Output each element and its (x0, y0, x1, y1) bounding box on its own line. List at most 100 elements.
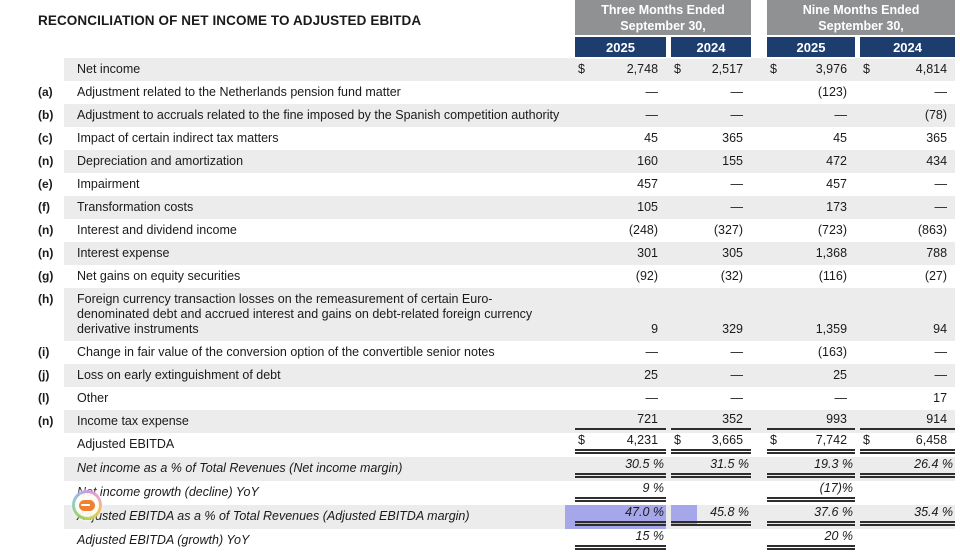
value-cell: 434 (860, 150, 956, 173)
column-gap (751, 0, 767, 36)
value-cell: 1,368 (767, 242, 856, 265)
value-text: 20 % (824, 529, 854, 543)
value-cell: 15 % (575, 529, 667, 553)
value-cell: $3,976 (767, 58, 856, 81)
value-text: 173 (826, 200, 848, 214)
value-text: 160 (637, 154, 659, 168)
value-text: 47.0 % (625, 505, 665, 519)
table-row: (n) Income tax expense 721 352 993 914 (38, 410, 956, 433)
value-cell: 1,359 (767, 288, 856, 341)
value-text: — (730, 177, 744, 191)
value-text: 105 (637, 200, 659, 214)
value-cell: — (767, 387, 855, 410)
value-text: (163) (817, 345, 848, 359)
table-row: (n) Interest and dividend income (248) (327… (38, 219, 955, 242)
value-text: 3,976 (815, 62, 848, 76)
dollar-sign: $ (674, 433, 681, 447)
footnote-ref (38, 58, 64, 81)
value-cell: 94 (860, 288, 956, 341)
table-row: (n) Depreciation and amortization 160 155 47… (38, 150, 956, 173)
value-cell: — (671, 387, 751, 410)
value-cell: (17)% (767, 481, 856, 505)
value-cell: — (671, 196, 752, 219)
row-label: Interest expense (64, 242, 565, 265)
row-label: Impairment (77, 177, 140, 191)
value-cell: — (671, 173, 751, 196)
value-text: 352 (722, 412, 744, 426)
footnote-ref: (a) (38, 81, 64, 104)
value-cell (860, 529, 955, 553)
value-text: 3,665 (711, 433, 744, 447)
table-row: (i) Change in fair value of the conversio… (38, 341, 955, 364)
value-text: — (730, 368, 744, 382)
value-text: — (834, 108, 848, 122)
value-text: — (645, 85, 659, 99)
footnote-ref: (b) (38, 104, 64, 127)
value-cell: 26.4 % (860, 457, 956, 481)
value-cell: 37.6 % (767, 505, 856, 529)
footnote-ref: (g) (38, 265, 64, 288)
table-row: (l) Other — — — 17 (38, 387, 955, 410)
value-text: 9 (651, 322, 659, 336)
table-row: (j) Loss on early extinguishment of debt 2… (38, 364, 956, 387)
value-text: 365 (926, 131, 948, 145)
value-cell: — (575, 104, 667, 127)
value-cell: 25 (767, 364, 856, 387)
value-cell: (32) (671, 265, 751, 288)
value-text: 35.4 % (914, 505, 954, 519)
row-label: Net income as a % of Total Revenues (Net… (64, 457, 565, 481)
row-label: Other (77, 391, 109, 405)
value-text: — (934, 85, 948, 99)
value-text: 30.5 % (625, 457, 665, 471)
value-text: (248) (628, 223, 659, 237)
value-text: 19.3 % (814, 457, 854, 471)
value-cell: — (860, 341, 955, 364)
value-text: 365 (722, 131, 744, 145)
footnote-ref: (e) (38, 173, 64, 196)
footnote-ref: (j) (38, 364, 64, 387)
value-text: — (645, 391, 659, 405)
table-row: Adjusted EBITDA as a % of Total Revenues… (38, 505, 956, 529)
dollar-sign: $ (770, 62, 777, 76)
value-text: 31.5 % (710, 457, 750, 471)
table-row: (b) Adjustment to accruals related to the… (38, 104, 956, 127)
value-cell: 155 (671, 150, 752, 173)
dollar-sign: $ (863, 433, 870, 447)
rainbow-badge-sticker-icon (72, 490, 102, 520)
value-cell: 9 (575, 288, 667, 341)
row-label: Net gains on equity securities (77, 269, 241, 283)
value-cell: 301 (575, 242, 667, 265)
value-cell: 365 (671, 127, 751, 150)
page-title: RECONCILIATION OF NET INCOME TO ADJUSTED… (38, 13, 422, 28)
value-cell: 305 (671, 242, 752, 265)
column-group-nine-months: Nine Months Ended September 30, (767, 0, 956, 37)
footnote-ref: (n) (38, 242, 64, 265)
value-text: 6,458 (915, 433, 948, 447)
value-text: 45.8 % (710, 505, 750, 519)
value-cell: 45.8 % (671, 505, 752, 529)
table-row: Net income growth (decline) YoY 9 % (17)% (38, 481, 955, 505)
value-text: — (730, 85, 744, 99)
value-text: 914 (926, 412, 948, 426)
row-label: Net income growth (decline) YoY (77, 485, 259, 499)
footnote-ref (38, 457, 64, 481)
value-cell: 365 (860, 127, 955, 150)
value-text: 1,368 (815, 246, 848, 260)
row-label: Adjustment related to the Netherlands pe… (77, 85, 401, 99)
value-cell: $4,814 (860, 58, 956, 81)
value-text: 2,517 (711, 62, 744, 76)
row-label: Impact of certain indirect tax matters (77, 131, 279, 145)
value-text: 15 % (635, 529, 665, 543)
value-cell: $4,231 (575, 433, 667, 457)
value-text: 2,748 (626, 62, 659, 76)
table-row: Adjusted EBITDA (growth) YoY 15 % 20 % (38, 529, 955, 553)
value-text: 25 (644, 368, 659, 382)
footnote-ref: (n) (38, 410, 64, 433)
row-label: Adjusted EBITDA as a % of Total Revenues… (64, 505, 565, 529)
row-label: Interest and dividend income (77, 223, 237, 237)
value-cell: (723) (767, 219, 855, 242)
value-cell: — (671, 364, 752, 387)
reconciliation-table: RECONCILIATION OF NET INCOME TO ADJUSTED… (38, 0, 956, 553)
value-cell: 329 (671, 288, 752, 341)
row-label: Adjusted EBITDA (77, 437, 175, 451)
